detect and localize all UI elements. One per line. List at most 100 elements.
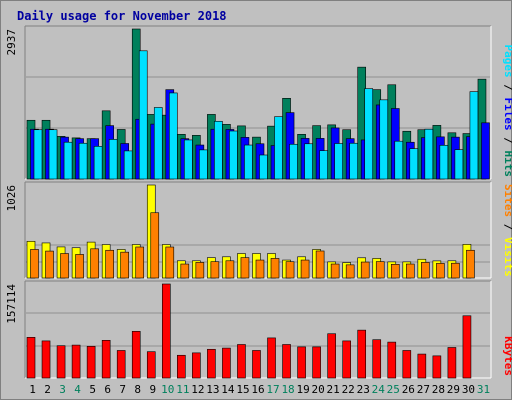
day-label-17: 17 [266, 383, 279, 396]
bar-kbytes-30 [462, 315, 472, 379]
day-label-8: 8 [134, 383, 141, 396]
bar-kbytes-26 [402, 350, 412, 379]
axis-title-part: Files [502, 91, 512, 131]
bar-sites-29 [451, 262, 460, 279]
chart-title: Daily usage for November 2018 [17, 9, 227, 23]
day-label-13: 13 [206, 383, 219, 396]
bar-files-31 [481, 122, 490, 180]
day-label-3: 3 [59, 383, 66, 396]
axis-title-part: / [502, 78, 512, 92]
bar-kbytes-18 [282, 344, 291, 379]
bar-kbytes-23 [357, 329, 367, 379]
day-label-10: 10 [161, 383, 174, 396]
bar-kbytes-22 [342, 340, 351, 379]
bar-sites-19 [300, 259, 310, 279]
axis-title-part: / [502, 131, 512, 145]
day-label-21: 21 [327, 383, 340, 396]
bar-kbytes-11 [177, 354, 186, 379]
bar-sites-6 [105, 249, 114, 279]
y-max-label: 2937 [5, 29, 18, 56]
day-label-20: 20 [312, 383, 325, 396]
day-label-30: 30 [462, 383, 475, 396]
bar-kbytes-7 [116, 350, 126, 379]
bar-kbytes-19 [297, 346, 306, 379]
bar-kbytes-2 [41, 340, 51, 379]
bar-kbytes-21 [327, 333, 336, 379]
bar-pages-12 [199, 149, 208, 180]
bar-kbytes-15 [237, 344, 246, 379]
day-label-19: 19 [296, 383, 309, 396]
day-label-25: 25 [387, 383, 400, 396]
axis-title-part: Pages [502, 45, 512, 78]
bar-sites-30 [466, 249, 475, 279]
axis-title-1: Pages / Files / Hits [502, 45, 512, 178]
bar-kbytes-3 [56, 345, 66, 379]
bar-sites-5 [90, 248, 99, 279]
bar-sites-9 [150, 212, 160, 279]
bar-sites-16 [255, 259, 265, 279]
bar-sites-23 [360, 261, 370, 279]
bar-kbytes-4 [71, 344, 81, 379]
bar-sites-10 [165, 246, 175, 279]
axis-title-3: KBytes [502, 336, 512, 376]
bar-pages-10 [168, 92, 178, 180]
bar-pages-21 [334, 143, 343, 180]
day-label-12: 12 [191, 383, 204, 396]
axis-title-part: Sites [502, 184, 512, 217]
bar-sites-20 [315, 250, 325, 279]
bar-sites-3 [60, 253, 69, 279]
bar-sites-14 [225, 260, 235, 279]
bar-kbytes-27 [417, 353, 427, 379]
bar-sites-1 [30, 249, 39, 279]
bar-pages-2 [48, 129, 58, 180]
bar-kbytes-25 [387, 341, 397, 379]
bar-sites-8 [135, 246, 145, 279]
bar-pages-6 [108, 139, 118, 180]
bar-sites-27 [421, 262, 430, 279]
day-label-11: 11 [176, 383, 189, 396]
bar-pages-9 [153, 107, 163, 180]
bar-sites-26 [406, 263, 415, 279]
day-label-7: 7 [119, 383, 126, 396]
axis-title-part: / [502, 217, 512, 231]
bar-kbytes-13 [207, 348, 216, 379]
day-label-29: 29 [447, 383, 460, 396]
bar-pages-1 [33, 129, 43, 180]
bar-pages-16 [259, 154, 268, 180]
day-label-26: 26 [402, 383, 415, 396]
bar-kbytes-10 [161, 283, 171, 379]
bar-sites-18 [285, 261, 295, 279]
bar-sites-7 [120, 251, 129, 279]
bar-pages-26 [409, 148, 419, 180]
bar-pages-5 [93, 146, 103, 180]
bar-sites-2 [45, 250, 54, 279]
day-label-18: 18 [281, 383, 294, 396]
bar-pages-22 [349, 142, 358, 180]
bar-kbytes-12 [192, 352, 201, 379]
bar-kbytes-28 [432, 355, 442, 379]
bar-sites-12 [195, 262, 205, 279]
axis-title-2: Sites / Visits [502, 184, 512, 277]
axis-title-part: Hits [502, 144, 512, 177]
bar-pages-4 [78, 142, 88, 180]
bar-kbytes-20 [312, 346, 321, 379]
bar-kbytes-1 [26, 337, 36, 379]
bar-pages-27 [424, 128, 434, 180]
day-label-4: 4 [74, 383, 81, 396]
bar-sites-13 [210, 261, 220, 279]
bar-pages-23 [364, 88, 374, 180]
bar-sites-4 [75, 254, 84, 279]
day-label-27: 27 [417, 383, 430, 396]
y-max-label: 1026 [5, 185, 18, 212]
bar-pages-24 [379, 99, 389, 180]
day-label-16: 16 [251, 383, 264, 396]
bar-sites-17 [270, 258, 280, 279]
day-label-5: 5 [89, 383, 96, 396]
day-label-24: 24 [372, 383, 386, 396]
bar-pages-28 [439, 144, 449, 180]
bar-pages-7 [123, 150, 133, 180]
bar-kbytes-16 [252, 350, 261, 379]
day-label-28: 28 [432, 383, 445, 396]
